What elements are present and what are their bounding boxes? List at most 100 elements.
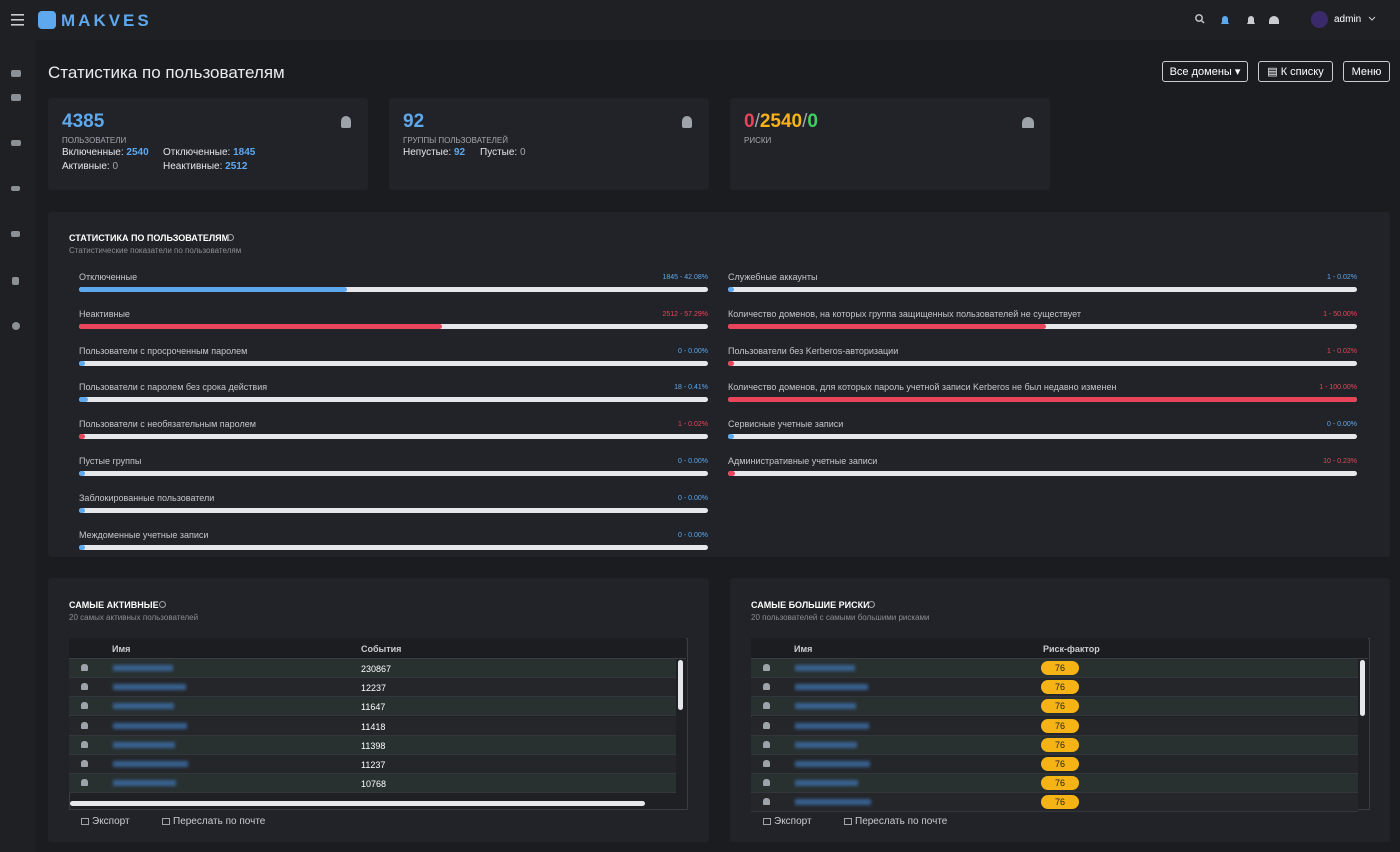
nav-icon[interactable] [12, 322, 20, 330]
bar-track [79, 507, 708, 513]
stat-name: Включенные: [62, 147, 124, 158]
name-blurred [795, 684, 868, 691]
bar-fill [728, 434, 734, 440]
user-name[interactable]: admin [1334, 14, 1362, 25]
refresh-icon[interactable] [159, 601, 166, 608]
stat-name: Активные: [62, 161, 110, 172]
row-icon [81, 664, 88, 671]
scrollbar[interactable] [70, 801, 645, 806]
name-blurred [113, 741, 175, 748]
menu-button[interactable]: Меню [1343, 61, 1390, 82]
bar-label: 10 - 0.23% [1323, 458, 1357, 465]
row-icon [763, 798, 770, 806]
bar-label: 1845 - 42.08% [662, 274, 708, 281]
list-button[interactable]: ▤ К списку [1258, 61, 1333, 82]
action-label: Переслать по почте [855, 816, 948, 827]
row-icon [81, 740, 88, 748]
bar-label: 1 - 50.00% [1323, 310, 1357, 318]
action-label: Переслать по почте [173, 816, 266, 827]
row-icon [81, 721, 88, 729]
refresh-icon[interactable] [868, 601, 875, 608]
panel-title: СТАТИСТИКА ПО ПОЛЬЗОВАТЕЛЯМ [69, 233, 230, 243]
logo[interactable]: MAKVES [61, 11, 152, 30]
row-icon [81, 760, 88, 767]
bar-track [728, 434, 1357, 440]
action-link[interactable]: Переслать по почте [844, 816, 947, 827]
card-value: 4385 [62, 111, 105, 132]
sidebar [0, 40, 35, 852]
risk-value: 2540 [759, 111, 803, 132]
bar-track [79, 471, 708, 476]
bar-label: 2512 - 57.29% [662, 310, 708, 318]
table-row[interactable] [69, 716, 676, 736]
cell-value: 12237 [361, 683, 387, 694]
action-icon [162, 817, 170, 825]
column-header: Риск-фактор [1043, 644, 1100, 654]
nav-icon[interactable] [11, 140, 21, 146]
menu-toggle[interactable] [11, 14, 25, 26]
name-blurred [113, 665, 173, 671]
cell-value: 11647 [361, 702, 386, 713]
user-chevron[interactable] [1368, 16, 1376, 22]
action-label: Экспорт [92, 816, 130, 827]
table-row[interactable] [69, 659, 676, 678]
bar-name: Заблокированные пользователи [79, 492, 215, 503]
card [48, 98, 368, 190]
risk-badge: 76 [1041, 699, 1079, 714]
avatar[interactable] [1311, 11, 1328, 28]
bar-fill [79, 397, 88, 403]
bar-label: 0 - 0.00% [678, 458, 708, 465]
panel-subtitle: 20 самых активных пользователей [69, 613, 199, 622]
bar-track [79, 397, 708, 403]
bar-name: Междоменные учетные записи [79, 529, 209, 540]
table-header [69, 638, 686, 659]
card-label: ПОЛЬЗОВАТЕЛИ [62, 136, 127, 145]
bar-name: Административные учетные записи [728, 456, 878, 466]
nav-icon[interactable] [11, 70, 21, 77]
stat-name: Пустые: [480, 147, 518, 158]
table-row[interactable] [69, 755, 676, 774]
risk-badge: 76 [1041, 757, 1079, 771]
cell-value: 11237 [361, 760, 386, 770]
header-icons[interactable] [1194, 13, 1284, 27]
bar-name: Количество доменов, на которых группа за… [728, 308, 1081, 319]
nav-icon[interactable] [12, 277, 19, 285]
table-row[interactable] [69, 678, 676, 698]
card-icon [682, 116, 692, 128]
nav-icon[interactable] [11, 186, 20, 191]
bar-name: Пользователи без Kerberos-авторизации [728, 345, 899, 356]
cell-value: 11418 [361, 721, 386, 732]
domain-button[interactable]: Все домены ▾ [1162, 61, 1248, 82]
column-header: Имя [794, 644, 813, 654]
name-blurred [795, 741, 857, 748]
stat-name: Отключенные: [163, 147, 231, 158]
card-stat: Активные: 0 [62, 161, 118, 172]
refresh-icon[interactable] [227, 234, 234, 241]
stat-name: Неактивные: [163, 161, 223, 172]
bar-fill [728, 360, 735, 366]
bar-fill [79, 471, 85, 476]
bar-fill [728, 323, 1046, 329]
row-icon [81, 779, 88, 787]
row-icon [763, 779, 770, 787]
button-label: Меню [1351, 66, 1382, 78]
bar-label: 0 - 0.00% [678, 347, 708, 355]
action-link[interactable]: Переслать по почте [162, 816, 265, 827]
scrollbar[interactable] [1360, 660, 1365, 716]
row-icon [763, 683, 770, 691]
nav-icon[interactable] [11, 94, 21, 101]
name-blurred [113, 722, 187, 729]
risk-separator: / [754, 111, 760, 132]
stat-value: 0 [112, 161, 119, 172]
table-row[interactable] [69, 735, 676, 755]
table-row[interactable] [69, 697, 676, 717]
stat-value: 2512 [225, 161, 248, 172]
logo-icon [38, 11, 56, 29]
action-link[interactable]: Экспорт [81, 816, 130, 827]
nav-icon[interactable] [11, 231, 20, 237]
action-link[interactable]: Экспорт [763, 816, 812, 827]
row-icon [763, 740, 770, 748]
scrollbar[interactable] [678, 660, 683, 710]
card-label: ГРУППЫ ПОЛЬЗОВАТЕЛЕЙ [403, 136, 508, 145]
table-row[interactable] [69, 774, 676, 794]
